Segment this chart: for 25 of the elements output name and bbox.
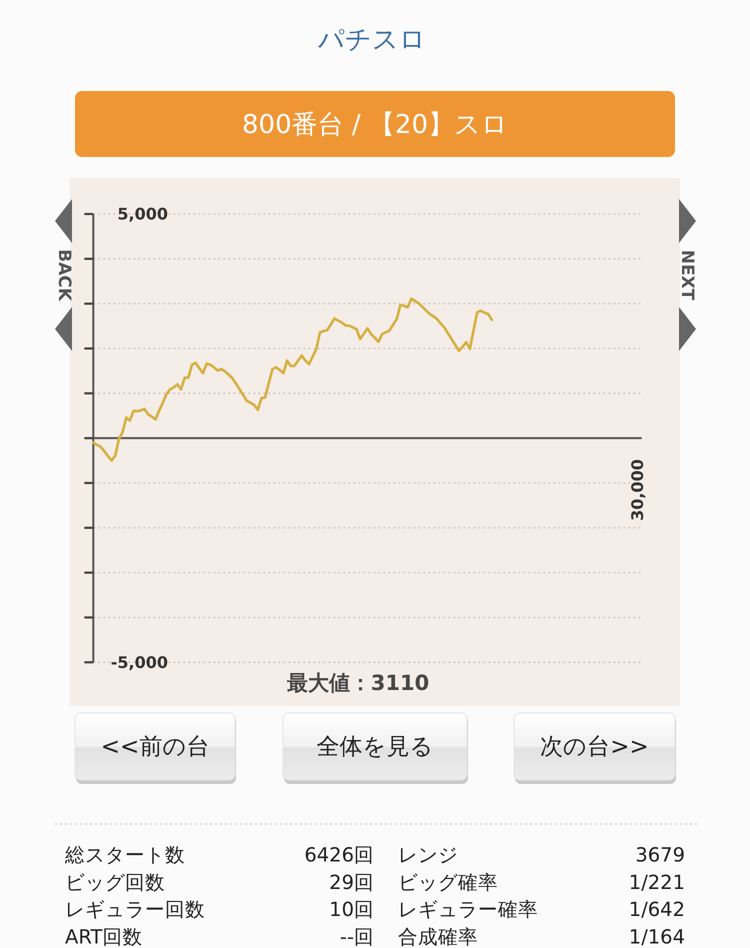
next-nav: NEXT [677, 199, 697, 351]
text: ART回数 [65, 925, 142, 948]
y-tick-label: -5,000 [110, 652, 168, 672]
text: ビッグ確率 [398, 870, 498, 894]
text: 6426回 [304, 844, 374, 866]
text: 3679 [635, 844, 685, 866]
text: 29回 [329, 870, 374, 894]
text: 1/164 [628, 925, 685, 948]
annotation: 30,000 [628, 459, 648, 521]
text: 最大値：3110 [286, 671, 430, 695]
text: 1/642 [628, 898, 685, 922]
back-nav: BACK [54, 199, 74, 351]
text: レギュラー回数 [65, 898, 205, 922]
text: レンジ [398, 844, 458, 866]
text: 1/221 [628, 870, 685, 894]
text: 総スタート数 [64, 844, 185, 866]
text: 合成確率 [398, 925, 478, 948]
title: パチスロ [318, 25, 426, 55]
text: ビッグ回数 [65, 870, 165, 894]
subtitle-bar: 800番台 / 【20】スロ [75, 91, 675, 157]
text: 10回 [329, 898, 374, 922]
y-tick-label: 5,000 [117, 204, 168, 224]
text: --回 [340, 925, 374, 948]
chart-subtitle: 800番台 / 【20】スロ [242, 110, 508, 140]
text: レギュラー確率 [398, 898, 538, 922]
